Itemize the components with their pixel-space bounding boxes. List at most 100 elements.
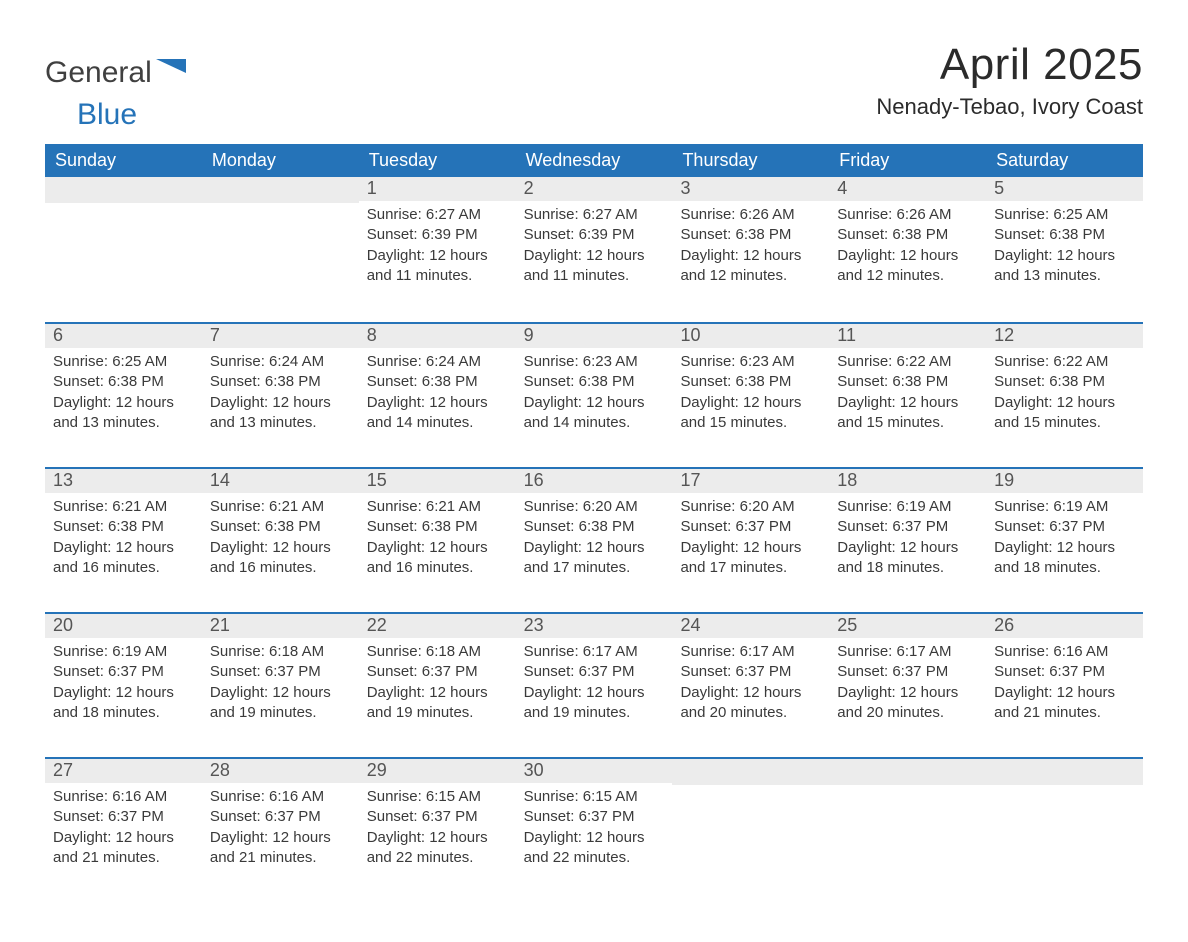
day-sunrise: Sunrise: 6:16 AM: [210, 787, 351, 807]
day-details: Sunrise: 6:21 AMSunset: 6:38 PMDaylight:…: [359, 493, 516, 594]
day-sunset: Sunset: 6:37 PM: [367, 662, 508, 682]
day-details: Sunrise: 6:16 AMSunset: 6:37 PMDaylight:…: [202, 783, 359, 884]
day-sunset: Sunset: 6:37 PM: [837, 662, 978, 682]
day-cell: 23Sunrise: 6:17 AMSunset: 6:37 PMDayligh…: [516, 614, 673, 757]
day-sunrise: Sunrise: 6:18 AM: [210, 642, 351, 662]
day-cell: [672, 759, 829, 902]
day-daylight: Daylight: 12 hours and 21 minutes.: [53, 828, 194, 869]
weekday-header: Saturday: [986, 144, 1143, 177]
day-number: [986, 759, 1143, 785]
day-sunset: Sunset: 6:38 PM: [210, 372, 351, 392]
day-details: Sunrise: 6:22 AMSunset: 6:38 PMDaylight:…: [829, 348, 986, 449]
weekday-header: Thursday: [672, 144, 829, 177]
weekday-header-row: SundayMondayTuesdayWednesdayThursdayFrid…: [45, 144, 1143, 177]
day-cell: [829, 759, 986, 902]
day-number: 6: [45, 324, 202, 348]
day-cell: 13Sunrise: 6:21 AMSunset: 6:38 PMDayligh…: [45, 469, 202, 612]
day-details: Sunrise: 6:15 AMSunset: 6:37 PMDaylight:…: [516, 783, 673, 884]
day-number: 22: [359, 614, 516, 638]
day-sunrise: Sunrise: 6:20 AM: [524, 497, 665, 517]
day-number: 7: [202, 324, 359, 348]
day-details: Sunrise: 6:21 AMSunset: 6:38 PMDaylight:…: [45, 493, 202, 594]
day-daylight: Daylight: 12 hours and 15 minutes.: [994, 393, 1135, 434]
day-details: Sunrise: 6:16 AMSunset: 6:37 PMDaylight:…: [45, 783, 202, 884]
day-details: Sunrise: 6:19 AMSunset: 6:37 PMDaylight:…: [45, 638, 202, 739]
day-details: Sunrise: 6:25 AMSunset: 6:38 PMDaylight:…: [45, 348, 202, 449]
day-daylight: Daylight: 12 hours and 16 minutes.: [367, 538, 508, 579]
day-daylight: Daylight: 12 hours and 13 minutes.: [994, 246, 1135, 287]
day-number: 19: [986, 469, 1143, 493]
day-daylight: Daylight: 12 hours and 11 minutes.: [524, 246, 665, 287]
day-daylight: Daylight: 12 hours and 16 minutes.: [53, 538, 194, 579]
day-cell: 1Sunrise: 6:27 AMSunset: 6:39 PMDaylight…: [359, 177, 516, 322]
day-details: Sunrise: 6:20 AMSunset: 6:38 PMDaylight:…: [516, 493, 673, 594]
day-sunset: Sunset: 6:37 PM: [994, 517, 1135, 537]
day-sunrise: Sunrise: 6:26 AM: [680, 205, 821, 225]
day-sunset: Sunset: 6:37 PM: [210, 662, 351, 682]
day-sunset: Sunset: 6:37 PM: [367, 807, 508, 827]
day-sunset: Sunset: 6:39 PM: [524, 225, 665, 245]
brand-word2: Blue: [77, 98, 137, 131]
day-number: 29: [359, 759, 516, 783]
day-cell: 29Sunrise: 6:15 AMSunset: 6:37 PMDayligh…: [359, 759, 516, 902]
day-sunrise: Sunrise: 6:21 AM: [53, 497, 194, 517]
day-sunset: Sunset: 6:38 PM: [680, 225, 821, 245]
weekday-header: Monday: [202, 144, 359, 177]
day-sunset: Sunset: 6:38 PM: [53, 517, 194, 537]
day-sunset: Sunset: 6:38 PM: [53, 372, 194, 392]
day-sunset: Sunset: 6:38 PM: [994, 225, 1135, 245]
day-details: Sunrise: 6:18 AMSunset: 6:37 PMDaylight:…: [359, 638, 516, 739]
day-details: Sunrise: 6:15 AMSunset: 6:37 PMDaylight:…: [359, 783, 516, 884]
day-cell: 4Sunrise: 6:26 AMSunset: 6:38 PMDaylight…: [829, 177, 986, 322]
day-daylight: Daylight: 12 hours and 13 minutes.: [53, 393, 194, 434]
day-cell: 2Sunrise: 6:27 AMSunset: 6:39 PMDaylight…: [516, 177, 673, 322]
day-details: Sunrise: 6:19 AMSunset: 6:37 PMDaylight:…: [986, 493, 1143, 594]
day-cell: 27Sunrise: 6:16 AMSunset: 6:37 PMDayligh…: [45, 759, 202, 902]
day-sunrise: Sunrise: 6:15 AM: [367, 787, 508, 807]
day-sunset: Sunset: 6:38 PM: [524, 372, 665, 392]
day-cell: [45, 177, 202, 322]
day-number: 15: [359, 469, 516, 493]
brand-flag-icon: [156, 59, 186, 84]
day-sunrise: Sunrise: 6:25 AM: [53, 352, 194, 372]
day-sunset: Sunset: 6:38 PM: [367, 517, 508, 537]
day-sunrise: Sunrise: 6:18 AM: [367, 642, 508, 662]
day-daylight: Daylight: 12 hours and 12 minutes.: [680, 246, 821, 287]
day-sunset: Sunset: 6:38 PM: [524, 517, 665, 537]
day-daylight: Daylight: 12 hours and 19 minutes.: [210, 683, 351, 724]
day-sunset: Sunset: 6:37 PM: [680, 662, 821, 682]
day-details: Sunrise: 6:17 AMSunset: 6:37 PMDaylight:…: [829, 638, 986, 739]
day-sunset: Sunset: 6:39 PM: [367, 225, 508, 245]
day-details: Sunrise: 6:18 AMSunset: 6:37 PMDaylight:…: [202, 638, 359, 739]
day-number: 26: [986, 614, 1143, 638]
day-daylight: Daylight: 12 hours and 14 minutes.: [524, 393, 665, 434]
day-daylight: Daylight: 12 hours and 11 minutes.: [367, 246, 508, 287]
day-cell: 15Sunrise: 6:21 AMSunset: 6:38 PMDayligh…: [359, 469, 516, 612]
day-cell: 20Sunrise: 6:19 AMSunset: 6:37 PMDayligh…: [45, 614, 202, 757]
day-daylight: Daylight: 12 hours and 18 minutes.: [53, 683, 194, 724]
day-daylight: Daylight: 12 hours and 13 minutes.: [210, 393, 351, 434]
day-sunrise: Sunrise: 6:25 AM: [994, 205, 1135, 225]
day-number: 4: [829, 177, 986, 201]
day-number: 17: [672, 469, 829, 493]
day-cell: 22Sunrise: 6:18 AMSunset: 6:37 PMDayligh…: [359, 614, 516, 757]
day-cell: 7Sunrise: 6:24 AMSunset: 6:38 PMDaylight…: [202, 324, 359, 467]
day-sunset: Sunset: 6:37 PM: [524, 662, 665, 682]
day-sunset: Sunset: 6:38 PM: [837, 372, 978, 392]
day-daylight: Daylight: 12 hours and 18 minutes.: [994, 538, 1135, 579]
day-daylight: Daylight: 12 hours and 12 minutes.: [837, 246, 978, 287]
day-details: Sunrise: 6:22 AMSunset: 6:38 PMDaylight:…: [986, 348, 1143, 449]
day-daylight: Daylight: 12 hours and 17 minutes.: [680, 538, 821, 579]
day-sunrise: Sunrise: 6:20 AM: [680, 497, 821, 517]
day-number: 8: [359, 324, 516, 348]
day-sunrise: Sunrise: 6:17 AM: [837, 642, 978, 662]
day-cell: 25Sunrise: 6:17 AMSunset: 6:37 PMDayligh…: [829, 614, 986, 757]
day-sunset: Sunset: 6:37 PM: [210, 807, 351, 827]
day-sunrise: Sunrise: 6:15 AM: [524, 787, 665, 807]
day-sunset: Sunset: 6:38 PM: [837, 225, 978, 245]
day-cell: 26Sunrise: 6:16 AMSunset: 6:37 PMDayligh…: [986, 614, 1143, 757]
day-sunrise: Sunrise: 6:22 AM: [837, 352, 978, 372]
brand-logo: General: [45, 40, 188, 88]
day-number: 9: [516, 324, 673, 348]
day-number: 25: [829, 614, 986, 638]
